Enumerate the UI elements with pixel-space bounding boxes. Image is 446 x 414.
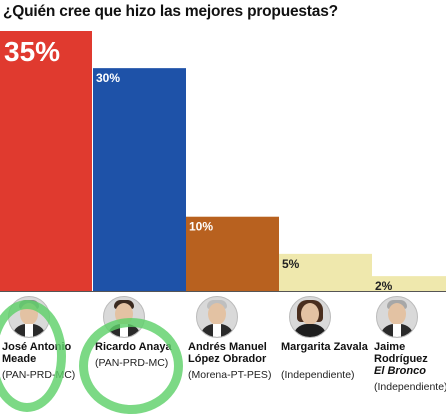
bar-2 xyxy=(93,68,186,292)
candidate-name: Jaime Rodríguez El Bronco xyxy=(374,341,446,377)
data-label-5: 2% xyxy=(375,279,393,292)
candidate-party: (Independiente) xyxy=(374,381,446,393)
candidate-photo-zavala xyxy=(289,296,331,338)
data-label-3: 10% xyxy=(189,220,213,234)
candidate-photo-anaya xyxy=(103,296,145,338)
candidate-nickname: El Bronco xyxy=(374,365,426,377)
data-label-2: 30% xyxy=(96,71,120,85)
bar-4 xyxy=(279,253,372,291)
bar-1 xyxy=(0,31,92,291)
candidate-party: (Morena-PT-PES) xyxy=(188,369,272,381)
data-label-1: 35% xyxy=(4,36,60,67)
data-label-4: 5% xyxy=(282,257,300,271)
candidate-party: (PAN-PRD-MC) xyxy=(2,369,76,381)
chart-title: ¿Quién cree que hizo las mejores propues… xyxy=(3,3,338,20)
bar-5 xyxy=(372,276,446,291)
candidate-name: José Antonio Meade xyxy=(2,341,72,365)
candidate-photo-amlo xyxy=(196,296,238,338)
candidate-name: Andrés Manuel López Obrador xyxy=(188,341,267,365)
candidate-party: (PAN-PRD-MC) xyxy=(95,357,169,369)
candidate-name: Margarita Zavala xyxy=(281,341,368,353)
bar-chart: 35% 30% 10% 5% 2% xyxy=(0,31,446,292)
candidate-name: Ricardo Anaya xyxy=(95,341,172,353)
candidate-name-main: Jaime Rodríguez xyxy=(374,341,428,365)
candidate-party: (Independiente) xyxy=(281,369,355,381)
bar-3 xyxy=(186,216,279,291)
candidate-photo-rodriguez xyxy=(376,296,418,338)
candidate-photo-meade xyxy=(8,296,50,338)
